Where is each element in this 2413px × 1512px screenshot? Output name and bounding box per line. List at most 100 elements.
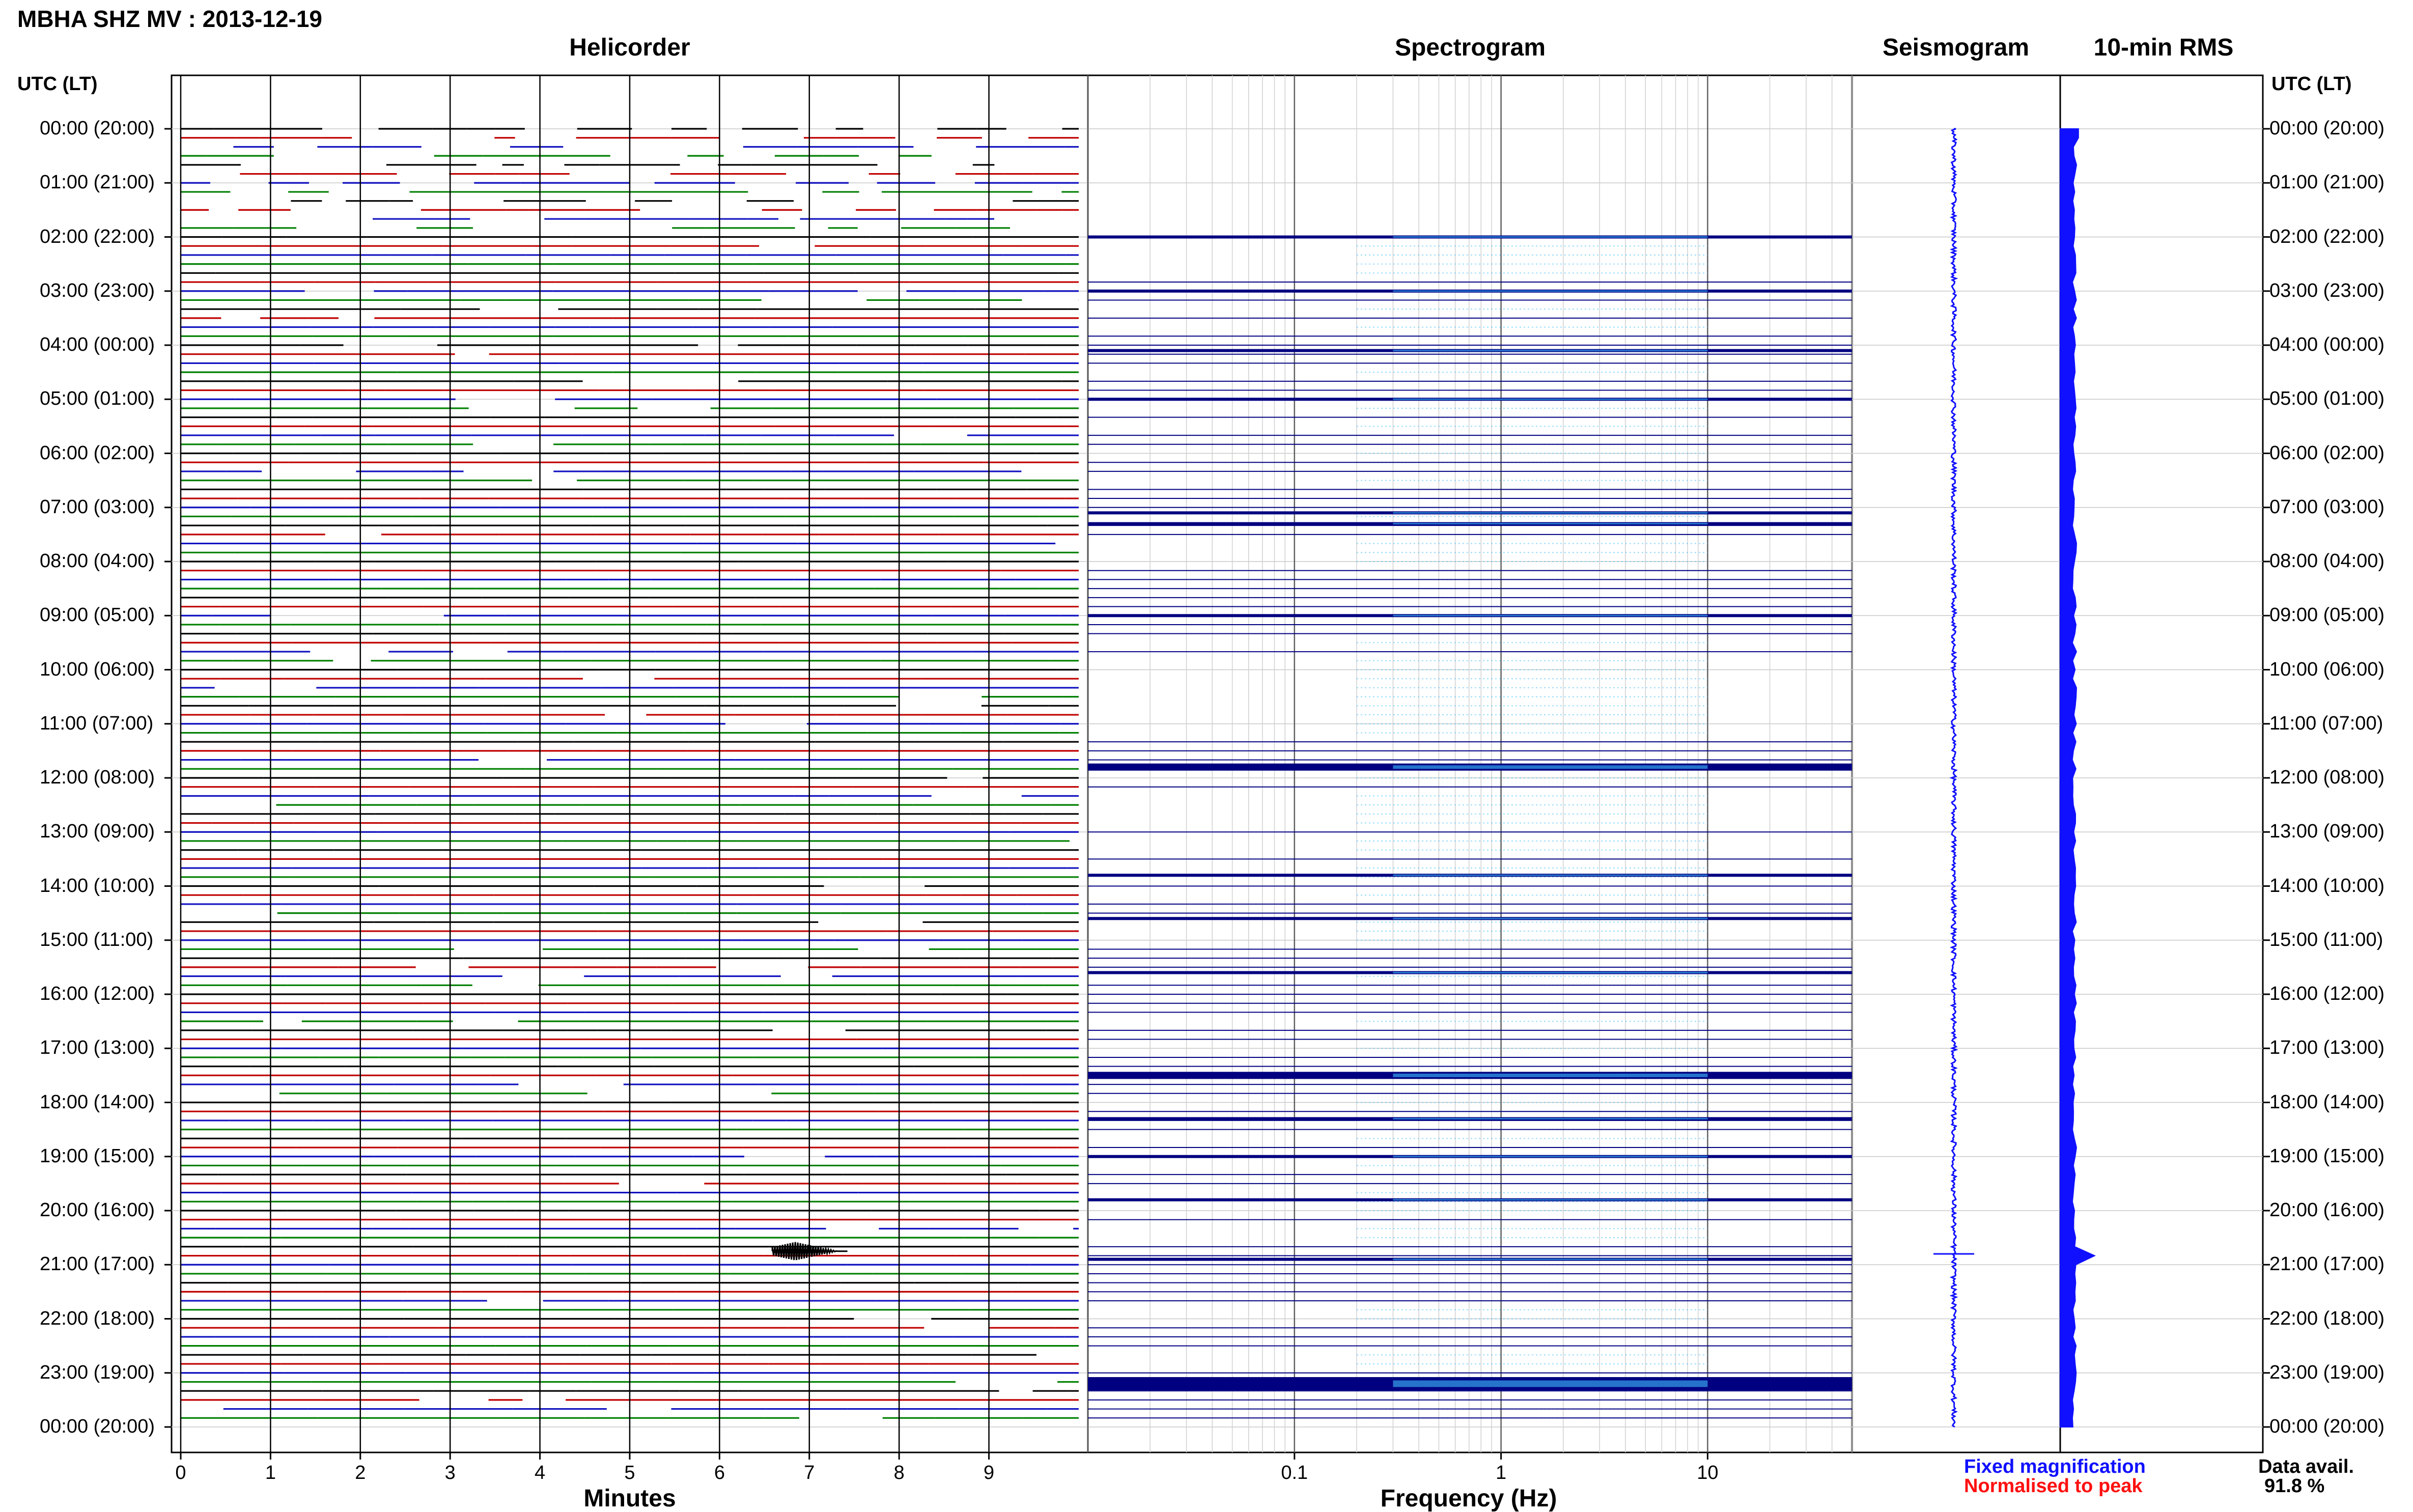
time-axis-label-left: UTC (LT) [17, 73, 98, 95]
spectrogram-band-core [1393, 1380, 1708, 1387]
spectrogram-band-core [1393, 236, 1708, 238]
seismogram-frame [1851, 74, 2061, 1453]
legend-normalised: Normalised to peak [1964, 1475, 2143, 1497]
time-tick-label-left: 00:00 (20:00) [40, 1416, 155, 1437]
data-avail-label: Data avail. [2258, 1456, 2354, 1477]
spectrogram-band-core [1393, 1156, 1708, 1158]
time-tick-label-right: 19:00 (15:00) [2269, 1145, 2385, 1167]
helicorder-xtick-label: 4 [535, 1462, 545, 1483]
helicorder-xtick-label: 1 [265, 1462, 276, 1483]
time-tick-label-left: 09:00 (05:00) [40, 604, 155, 626]
spectrogram-band-core [1393, 523, 1708, 525]
time-tick-label-right: 23:00 (19:00) [2269, 1361, 2385, 1383]
time-tick-label-left: 14:00 (10:00) [40, 875, 155, 897]
time-tick-label-left: 02:00 (22:00) [40, 226, 155, 247]
time-tick-label-right: 15:00 (11:00) [2269, 929, 2383, 950]
spectrogram-xlabel: Frequency (Hz) [1380, 1485, 1557, 1512]
time-tick-label-right: 18:00 (14:00) [2269, 1091, 2385, 1113]
legend-fixed: Fixed magnification [1964, 1456, 2146, 1477]
time-tick-label-right: 03:00 (23:00) [2269, 279, 2385, 301]
time-tick-label-left: 13:00 (09:00) [40, 821, 155, 843]
helicorder-title: Helicorder [569, 34, 690, 61]
spectrogram-band-core [1393, 1117, 1708, 1119]
rms-bars [2060, 128, 2096, 1427]
data-avail-value: 91.8 % [2264, 1475, 2325, 1497]
helicorder-xlabel: Minutes [583, 1485, 676, 1512]
time-tick-label-right: 07:00 (03:00) [2269, 496, 2385, 518]
time-tick-label-left: 00:00 (20:00) [40, 118, 155, 139]
time-axis-label-right: UTC (LT) [2271, 73, 2352, 95]
helicorder-xtick-label: 6 [714, 1462, 725, 1483]
time-tick-label-left: 20:00 (16:00) [40, 1199, 155, 1221]
time-tick-label-right: 11:00 (07:00) [2269, 712, 2383, 734]
helicorder-xtick-label: 0 [175, 1462, 186, 1483]
spectrogram-band-core [1393, 917, 1708, 919]
time-tick-label-left: 07:00 (03:00) [40, 496, 155, 518]
spectrogram-band-core [1393, 1073, 1708, 1077]
time-tick-label-right: 12:00 (08:00) [2269, 767, 2385, 788]
time-tick-label-right: 14:00 (10:00) [2269, 875, 2385, 897]
spectrogram-band-core [1393, 874, 1708, 876]
time-tick-label-left: 04:00 (00:00) [40, 334, 155, 355]
time-tick-label-left: 08:00 (04:00) [40, 550, 155, 572]
time-tick-label-left: 23:00 (19:00) [40, 1361, 155, 1383]
time-tick-label-left: 10:00 (06:00) [40, 658, 155, 680]
spectrogram-xtick-label: 0.1 [1281, 1462, 1308, 1483]
rms-title: 10-min RMS [2093, 34, 2234, 61]
time-tick-label-right: 06:00 (02:00) [2269, 442, 2385, 464]
rms-frame [2059, 74, 2264, 1453]
time-tick-label-right: 21:00 (17:00) [2269, 1253, 2385, 1275]
time-tick-label-left: 01:00 (21:00) [40, 172, 155, 193]
time-tick-label-right: 02:00 (22:00) [2269, 226, 2385, 247]
time-tick-label-left: 16:00 (12:00) [40, 983, 155, 1004]
spectrogram-band-core [1393, 398, 1708, 400]
time-tick-label-left: 06:00 (02:00) [40, 442, 155, 464]
time-tick-label-left: 17:00 (13:00) [40, 1037, 155, 1059]
time-tick-label-right: 00:00 (20:00) [2269, 118, 2385, 139]
time-tick-label-left: 11:00 (07:00) [40, 712, 154, 734]
time-tick-label-left: 18:00 (14:00) [40, 1091, 155, 1113]
helicorder-xtick-label: 3 [445, 1462, 456, 1483]
spectrogram-band-core [1393, 350, 1708, 352]
time-tick-label-right: 04:00 (00:00) [2269, 334, 2385, 355]
helicorder-xtick-label: 8 [894, 1462, 905, 1483]
time-tick-label-left: 03:00 (23:00) [40, 279, 155, 301]
spectrogram-band-core [1393, 765, 1708, 769]
helicorder-xtick-label: 5 [624, 1462, 635, 1483]
time-tick-label-right: 10:00 (06:00) [2269, 658, 2385, 680]
time-tick-label-left: 21:00 (17:00) [40, 1253, 155, 1275]
time-tick-label-right: 17:00 (13:00) [2269, 1037, 2385, 1059]
time-tick-label-right: 00:00 (20:00) [2269, 1416, 2385, 1437]
time-tick-label-left: 15:00 (11:00) [40, 929, 154, 950]
time-tick-label-left: 12:00 (08:00) [40, 767, 155, 788]
time-tick-label-left: 05:00 (01:00) [40, 388, 155, 410]
page-title: MBHA SHZ MV : 2013-12-19 [17, 6, 323, 32]
spectrogram-title: Spectrogram [1394, 34, 1546, 61]
spectrogram-xtick-label: 10 [1697, 1462, 1718, 1483]
time-tick-label-right: 22:00 (18:00) [2269, 1307, 2385, 1329]
seismogram-title: Seismogram [1882, 34, 2030, 61]
spectrogram-band-core [1393, 614, 1708, 617]
helicorder-xtick-label: 9 [984, 1462, 994, 1483]
spectrogram-band-core [1393, 512, 1708, 514]
spectrogram-xtick-label: 1 [1496, 1462, 1506, 1483]
spectrogram-band-core [1393, 1258, 1708, 1261]
time-tick-label-right: 09:00 (05:00) [2269, 604, 2385, 626]
time-tick-label-right: 08:00 (04:00) [2269, 550, 2385, 572]
time-tick-label-right: 20:00 (16:00) [2269, 1199, 2385, 1221]
time-tick-label-left: 19:00 (15:00) [40, 1145, 155, 1167]
spectrogram-band-core [1393, 972, 1708, 973]
spectrogram-band-core [1393, 290, 1708, 292]
spectrogram-band-core [1393, 1199, 1708, 1201]
seismogram-trace [1949, 128, 1958, 1428]
time-tick-label-right: 01:00 (21:00) [2269, 172, 2385, 193]
helicorder-xtick-label: 2 [355, 1462, 366, 1483]
helicorder-traces [181, 128, 1079, 1419]
time-tick-label-right: 13:00 (09:00) [2269, 821, 2385, 843]
helicorder-xtick-label: 7 [804, 1462, 815, 1483]
time-tick-label-right: 16:00 (12:00) [2269, 983, 2385, 1004]
time-tick-label-right: 05:00 (01:00) [2269, 388, 2385, 410]
time-tick-label-left: 22:00 (18:00) [40, 1307, 155, 1329]
